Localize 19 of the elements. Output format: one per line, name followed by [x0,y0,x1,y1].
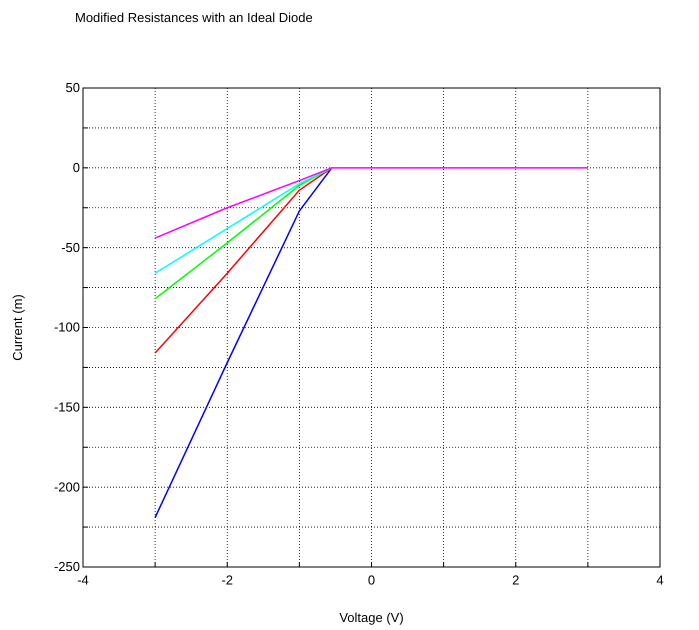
line-series [154,167,333,354]
y-tick-label: -150 [54,399,80,414]
x-tick-label: 2 [512,572,520,588]
line-series [154,167,333,300]
x-tick-label: 4 [656,572,664,588]
y-tick-label: 50 [66,80,80,96]
y-tick-label: -200 [54,479,80,494]
y-axis-title: Current (m) [10,294,25,361]
chart-title: Modified Resistances with an Ideal Diode [75,10,313,25]
line-series [154,167,589,239]
x-tick-label: -4 [77,572,89,588]
y-tick-label: 0 [72,160,80,175]
y-tick-label: -50 [61,240,80,255]
y-tick-label: -100 [54,320,80,335]
x-axis-title: Voltage (V) [339,610,404,625]
line-series [154,167,333,518]
x-tick-label: 0 [368,572,376,588]
x-tick-label: -2 [221,572,234,588]
y-tick-label: -250 [54,559,80,574]
